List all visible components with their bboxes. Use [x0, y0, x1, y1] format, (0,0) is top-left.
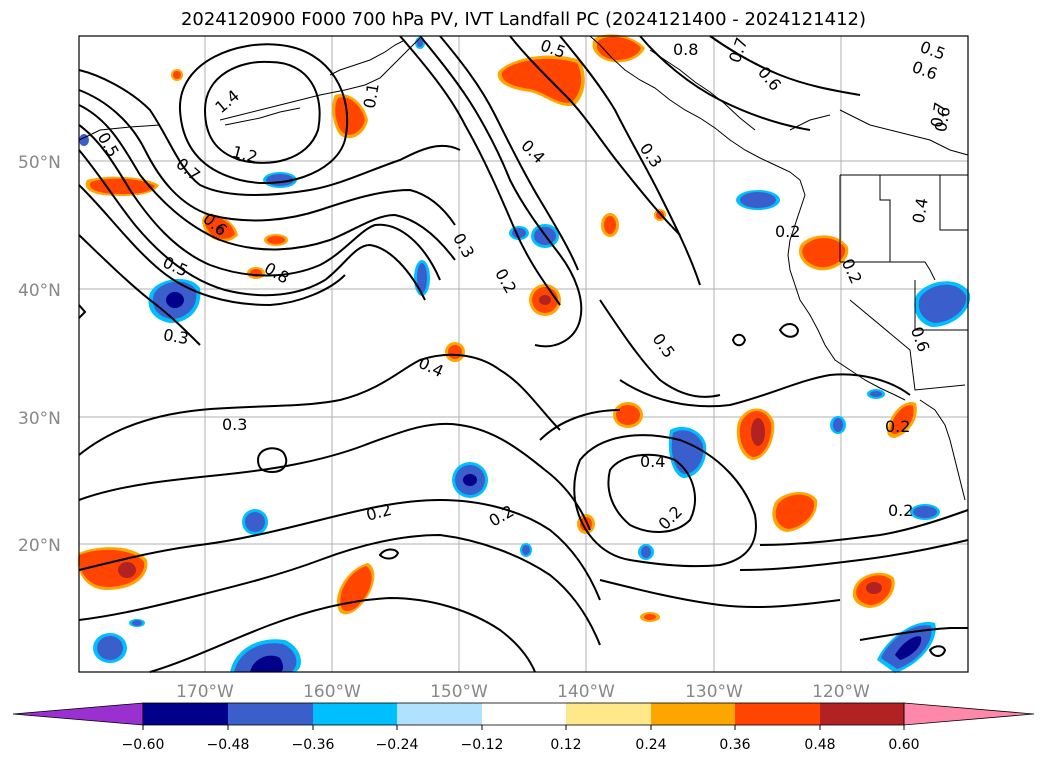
negative-patch: [230, 639, 301, 672]
longitude-labels: 170°W 160°W 150°W 140°W 130°W 120°W: [176, 682, 870, 702]
colorbar-frame: [142, 702, 905, 726]
map-panel: [79, 36, 968, 672]
negative-patch: [877, 622, 936, 673]
positive-patch: [332, 94, 368, 139]
negative-patch: [520, 543, 532, 557]
colorbar-tick-label: −0.60: [122, 737, 165, 753]
colorbar-segment: [651, 703, 735, 725]
positive-patch: [529, 284, 561, 316]
contour-label: 0.8: [673, 40, 698, 59]
colorbar-segment: [397, 703, 482, 725]
positive-patch: [264, 234, 288, 246]
lat-label: 20°N: [18, 536, 61, 556]
positive-patch: [171, 69, 183, 81]
positive-patch: [601, 213, 619, 237]
colorbar: −0.60 −0.48 −0.36 −0.24 −0.12 0.12 0.24 …: [12, 702, 1035, 753]
contour-label: 0.2: [775, 222, 800, 241]
negative-patch: [830, 416, 846, 434]
negative-patch: [242, 509, 268, 535]
positive-patch: [736, 408, 775, 460]
negative-patch: [93, 633, 127, 663]
lat-label: 30°N: [18, 409, 61, 429]
positive-patch: [640, 612, 660, 622]
lat-label: 50°N: [18, 153, 61, 173]
positive-patch: [202, 214, 238, 242]
contour-label: 0.3: [162, 325, 190, 348]
positive-patch: [772, 491, 818, 532]
lat-label: 40°N: [18, 281, 61, 301]
colorbar-tick-label: 0.12: [550, 737, 581, 753]
colorbar-tick-label: −0.48: [207, 737, 250, 753]
contour-label: 0.2: [885, 417, 910, 436]
positive-patch: [613, 402, 643, 428]
map-title: 2024120900 F000 700 hPa PV, IVT Landfall…: [180, 9, 867, 30]
lon-label: 170°W: [176, 682, 234, 702]
contour-label: 0.7: [927, 101, 950, 129]
colorbar-tick-label: −0.36: [292, 737, 335, 753]
colorbar-segment: [228, 703, 313, 725]
contour-label: 0.4: [640, 452, 665, 471]
negative-patch: [867, 389, 885, 399]
positive-patch: [852, 572, 895, 608]
map-frame: [78, 35, 969, 673]
negative-patch: [638, 544, 654, 560]
colorbar-extend-high: [903, 702, 1035, 726]
negative-patch: [129, 619, 145, 627]
colorbar-tick-label: −0.12: [461, 737, 504, 753]
colorbar-tick-label: 0.36: [719, 737, 750, 753]
positive-patch: [887, 402, 917, 438]
latitude-labels: 50°N 40°N 30°N 20°N: [18, 153, 61, 556]
positive-patch: [337, 563, 375, 615]
colorbar-segment: [735, 703, 820, 725]
contour-label: 0.2: [888, 501, 913, 520]
colorbar-segment: [313, 703, 397, 725]
colorbar-tick-label: 0.24: [635, 737, 666, 753]
lon-label: 130°W: [685, 682, 743, 702]
negative-patch: [452, 462, 488, 498]
colorbar-segment: [820, 703, 904, 725]
colorbar-extend-low: [12, 702, 144, 726]
negative-patch: [414, 260, 430, 296]
pv-contours: [78, 35, 969, 673]
contour-label: 0.1: [360, 82, 383, 110]
positive-patch: [592, 34, 645, 63]
lon-label: 120°W: [812, 682, 870, 702]
colorbar-segment: [566, 703, 651, 725]
contour-label: 0.4: [909, 196, 932, 224]
positive-patch: [798, 235, 849, 271]
contour-label: 0.6: [931, 105, 954, 133]
negative-patch: [914, 281, 971, 327]
colorbar-tick-label: 0.60: [888, 737, 919, 753]
lon-label: 140°W: [557, 682, 615, 702]
negative-patch: [148, 278, 201, 323]
positive-patch: [445, 342, 465, 362]
colorbar-segment: [143, 703, 228, 725]
colorbar-tick-label: −0.24: [376, 737, 419, 753]
contour-label: 0.3: [222, 415, 247, 434]
negative-patch: [736, 190, 780, 210]
lon-label: 150°W: [430, 682, 488, 702]
negative-patch: [910, 504, 940, 520]
lon-label: 160°W: [303, 682, 361, 702]
colorbar-segment: [482, 703, 566, 725]
colorbar-tick-label: 0.48: [804, 737, 835, 753]
